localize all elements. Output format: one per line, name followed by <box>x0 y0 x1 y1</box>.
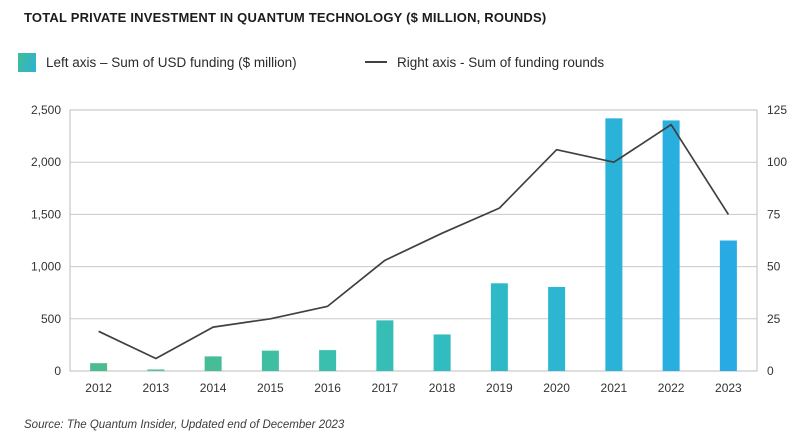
x-axis-label-2012: 2012 <box>85 381 112 395</box>
left-axis-tick-label: 2,000 <box>31 155 61 169</box>
rounds-line-icon <box>365 61 387 63</box>
right-axis-tick-label: 100 <box>767 155 787 169</box>
chart-title: TOTAL PRIVATE INVESTMENT IN QUANTUM TECH… <box>24 10 547 25</box>
funding-swatch-icon <box>18 52 36 72</box>
legend-item-funding: Left axis – Sum of USD funding ($ millio… <box>18 51 297 73</box>
bar-2014 <box>204 356 222 371</box>
left-axis-tick-label: 1,000 <box>31 260 61 274</box>
bar-2018 <box>433 334 451 371</box>
bar-2022 <box>662 120 680 371</box>
left-axis-tick-label: 2,500 <box>31 103 61 117</box>
x-axis-label-2015: 2015 <box>257 381 284 395</box>
legend-label-funding: Left axis – Sum of USD funding ($ millio… <box>46 54 297 70</box>
rounds-line <box>98 123 730 360</box>
x-axis-label-2021: 2021 <box>601 381 628 395</box>
right-axis-tick-label: 125 <box>767 103 787 117</box>
chart-svg: 0 0 500 25 1,000 50 1,500 75 2,000 100 2,500 125 201… <box>31 103 787 395</box>
left-axis-tick-label: 0 <box>54 364 61 378</box>
bar-2016 <box>319 350 337 371</box>
x-axis-label-2018: 2018 <box>429 381 456 395</box>
right-axis-tick-label: 0 <box>767 364 774 378</box>
right-axis-tick-label: 75 <box>767 207 781 221</box>
x-axis-label-2023: 2023 <box>715 381 742 395</box>
x-axis-label-2013: 2013 <box>143 381 170 395</box>
bar-2019 <box>490 283 508 371</box>
x-axis-label-2019: 2019 <box>486 381 513 395</box>
bar-2013 <box>147 369 165 371</box>
bar-2021 <box>605 118 623 372</box>
legend: Left axis – Sum of USD funding ($ millio… <box>18 51 782 73</box>
chart-area: 0 0 500 25 1,000 50 1,500 75 2,000 100 2,500 125 201… <box>0 95 800 405</box>
plot-border <box>69 109 758 372</box>
left-axis-tick-label: 500 <box>41 312 61 326</box>
bar-2015 <box>261 350 279 371</box>
x-axis-label-2022: 2022 <box>658 381 685 395</box>
bar-2023 <box>719 240 737 371</box>
legend-item-rounds: Right axis - Sum of funding rounds <box>365 51 604 73</box>
bar-2020 <box>548 286 566 371</box>
right-axis-tick-label: 50 <box>767 260 781 274</box>
bar-2017 <box>376 320 394 371</box>
legend-label-rounds: Right axis - Sum of funding rounds <box>397 54 605 70</box>
x-axis-label-2016: 2016 <box>314 381 341 395</box>
left-axis-tick-label: 1,500 <box>31 207 61 221</box>
x-axis-label-2014: 2014 <box>200 381 227 395</box>
source-note: Source: The Quantum Insider, Updated end… <box>24 419 345 431</box>
x-axis-label-2020: 2020 <box>543 381 570 395</box>
bar-2012 <box>90 363 108 371</box>
right-axis-tick-label: 25 <box>767 312 781 326</box>
x-axis-label-2017: 2017 <box>372 381 399 395</box>
